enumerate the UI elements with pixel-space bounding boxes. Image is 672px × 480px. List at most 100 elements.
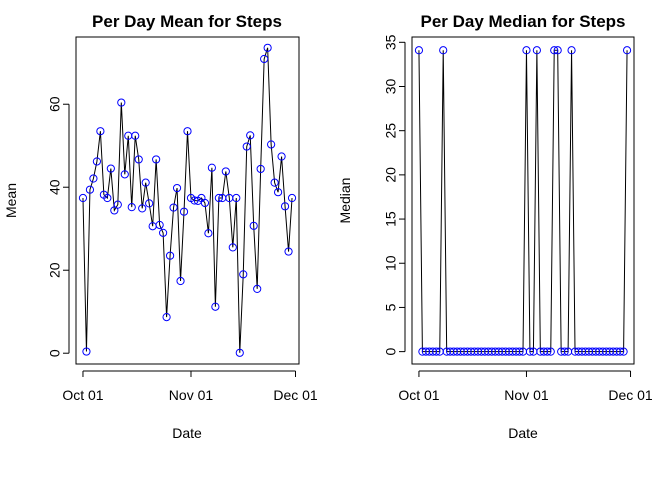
data-point — [622, 46, 632, 55]
plot-frame — [75, 36, 300, 365]
data-point — [253, 284, 262, 293]
data-point — [567, 46, 576, 55]
y-tick-label: 30 — [383, 78, 399, 94]
data-point — [145, 199, 154, 208]
data-point — [553, 46, 562, 55]
data-point — [165, 251, 175, 260]
data-point — [235, 348, 244, 357]
data-point — [204, 229, 213, 238]
chart-title: Per Day Median for Steps — [420, 12, 625, 31]
data-point — [92, 157, 102, 166]
data-point — [138, 204, 147, 213]
data-point — [242, 142, 251, 151]
x-tick-label: Dec 01 — [608, 387, 653, 403]
y-tick-label: 60 — [47, 96, 63, 112]
data-point — [522, 46, 531, 55]
data-point — [85, 185, 95, 194]
y-tick-label: 40 — [47, 179, 63, 195]
data-point — [543, 347, 552, 356]
data-point — [249, 221, 258, 230]
data-point — [277, 152, 286, 161]
data-point — [525, 347, 535, 356]
data-point — [179, 207, 189, 216]
data-point — [284, 247, 293, 256]
data-point — [207, 163, 216, 172]
data-point — [127, 203, 136, 212]
y-tick-label: 20 — [47, 262, 63, 278]
y-tick-label: 15 — [383, 211, 399, 227]
data-point — [287, 193, 297, 203]
data-point — [439, 46, 448, 55]
data-point — [82, 347, 91, 356]
data-point — [214, 193, 223, 203]
y-tick-label: 25 — [383, 123, 399, 139]
data-point — [414, 46, 424, 55]
data-point — [221, 167, 230, 176]
data-point — [550, 46, 559, 55]
data-point — [616, 347, 625, 356]
x-axis-title: Date — [508, 425, 538, 441]
y-tick-label: 0 — [383, 348, 399, 356]
data-point — [155, 220, 164, 230]
data-point — [273, 188, 283, 197]
data-point — [117, 98, 126, 107]
data-point — [256, 164, 265, 174]
data-point — [78, 193, 88, 203]
data-point — [263, 43, 272, 52]
data-point — [515, 347, 524, 356]
data-point — [131, 131, 140, 140]
plot-frame — [411, 36, 635, 365]
data-point — [260, 54, 269, 64]
data-point — [232, 193, 241, 203]
data-point — [96, 127, 105, 136]
data-point — [169, 203, 178, 212]
data-point — [211, 302, 220, 311]
data-point — [267, 140, 276, 149]
data-point — [546, 347, 555, 356]
data-point — [110, 206, 119, 215]
y-tick-label: 5 — [383, 303, 399, 311]
data-point — [228, 243, 237, 252]
data-point — [270, 178, 279, 187]
chart-panel-median: Per Day Median for Steps Date Median Oct 01… — [337, 12, 653, 441]
y-axis-title: Mean — [3, 183, 19, 218]
data-point — [152, 155, 161, 164]
x-tick-label: Nov 01 — [169, 387, 214, 403]
y-axis-title: Median — [337, 178, 353, 224]
x-axis-title: Date — [172, 425, 202, 441]
chart-panel-mean: Per Day Mean for Steps Date Mean Oct 01 Nov … — [3, 12, 318, 441]
data-point — [141, 178, 150, 187]
x-tick-label: Oct 01 — [62, 387, 103, 403]
chart-title: Per Day Mean for Steps — [92, 12, 282, 31]
y-tick-label: 10 — [383, 255, 399, 271]
data-point — [103, 193, 112, 203]
data-point — [560, 347, 569, 356]
data-point — [183, 127, 192, 136]
data-point — [89, 174, 98, 183]
y-tick-label: 20 — [383, 167, 399, 183]
x-tick-label: Oct 01 — [398, 387, 439, 403]
data-point — [239, 270, 248, 279]
series-line — [418, 49, 628, 353]
data-point — [159, 228, 168, 237]
x-tick-label: Nov 01 — [504, 387, 549, 403]
data-point — [172, 183, 182, 193]
data-point — [106, 164, 115, 173]
data-point — [246, 131, 255, 140]
data-point — [176, 276, 185, 286]
data-point — [134, 155, 143, 164]
y-tick-label: 35 — [383, 34, 399, 50]
data-point — [532, 46, 541, 55]
data-point — [190, 196, 199, 205]
data-point — [432, 347, 441, 356]
data-point — [120, 170, 129, 179]
series-line — [82, 47, 293, 353]
data-point — [162, 313, 171, 322]
y-tick-label: 0 — [47, 349, 63, 357]
data-point — [619, 347, 628, 356]
data-point — [200, 198, 210, 208]
data-point — [280, 202, 290, 211]
x-tick-label: Dec 01 — [273, 387, 318, 403]
